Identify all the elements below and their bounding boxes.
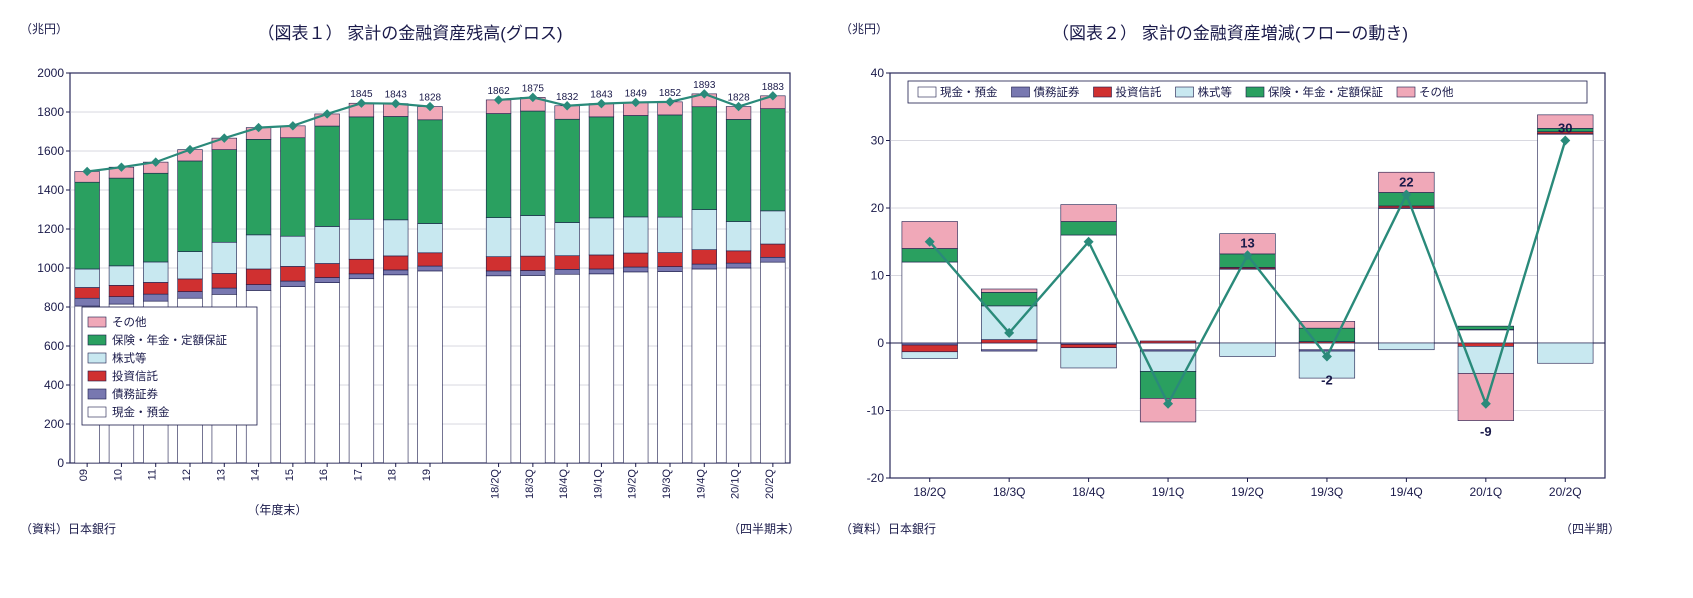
svg-text:18/4Q: 18/4Q bbox=[558, 469, 570, 499]
svg-text:その他: その他 bbox=[1419, 86, 1454, 99]
svg-text:19/2Q: 19/2Q bbox=[1231, 485, 1264, 499]
svg-text:投資信託: 投資信託 bbox=[112, 369, 158, 383]
svg-text:20/2Q: 20/2Q bbox=[764, 469, 776, 499]
svg-text:1883: 1883 bbox=[762, 82, 785, 93]
svg-text:19/1Q: 19/1Q bbox=[592, 469, 604, 499]
chart1-panel: （兆円） （図表１） 家計の金融資産残高(グロス) 02004006008001… bbox=[20, 20, 800, 537]
svg-text:1849: 1849 bbox=[625, 88, 648, 99]
svg-text:-10: -10 bbox=[867, 404, 885, 418]
chart2-title: （図表２） 家計の金融資産増減(フローの動き) bbox=[840, 19, 1620, 44]
svg-text:18/4Q: 18/4Q bbox=[1072, 485, 1105, 499]
svg-text:1843: 1843 bbox=[385, 90, 408, 101]
svg-text:18: 18 bbox=[387, 469, 399, 481]
svg-text:1832: 1832 bbox=[556, 92, 579, 103]
svg-text:09: 09 bbox=[78, 469, 90, 481]
svg-text:19/3Q: 19/3Q bbox=[1311, 485, 1344, 499]
svg-text:11: 11 bbox=[147, 469, 159, 480]
svg-text:20/1Q: 20/1Q bbox=[730, 469, 742, 499]
svg-text:株式等: 株式等 bbox=[112, 351, 147, 365]
svg-text:現金・預金: 現金・預金 bbox=[112, 405, 170, 419]
svg-text:18/2Q: 18/2Q bbox=[490, 469, 502, 499]
svg-text:0: 0 bbox=[877, 336, 884, 350]
svg-text:800: 800 bbox=[44, 300, 64, 314]
svg-text:10: 10 bbox=[112, 469, 124, 481]
svg-text:19/4Q: 19/4Q bbox=[695, 469, 707, 499]
svg-text:1828: 1828 bbox=[727, 93, 750, 104]
svg-text:18/2Q: 18/2Q bbox=[913, 485, 946, 499]
chart2-panel: （兆円） （図表２） 家計の金融資産増減(フローの動き) -20-1001020… bbox=[840, 20, 1620, 537]
svg-text:10: 10 bbox=[871, 269, 885, 283]
svg-text:19/4Q: 19/4Q bbox=[1390, 485, 1423, 499]
svg-text:その他: その他 bbox=[112, 316, 147, 329]
chart1-xunit-right: （四半期末） bbox=[728, 520, 800, 537]
svg-text:1800: 1800 bbox=[37, 105, 64, 119]
svg-text:-20: -20 bbox=[867, 471, 885, 485]
svg-text:1200: 1200 bbox=[37, 222, 64, 236]
svg-text:2000: 2000 bbox=[37, 66, 64, 80]
svg-text:現金・預金: 現金・預金 bbox=[940, 85, 998, 99]
svg-text:1400: 1400 bbox=[37, 183, 64, 197]
svg-text:株式等: 株式等 bbox=[1198, 85, 1233, 99]
chart1-plot: 0 200 400 600 800 1000 1200 1400 1600 1800 2000 09 1… bbox=[20, 48, 800, 518]
svg-text:1893: 1893 bbox=[693, 80, 716, 91]
svg-text:1875: 1875 bbox=[522, 83, 545, 94]
svg-text:600: 600 bbox=[44, 339, 64, 353]
svg-text:22: 22 bbox=[1399, 175, 1413, 190]
svg-text:400: 400 bbox=[44, 378, 64, 392]
svg-text:15: 15 bbox=[284, 469, 296, 481]
chart1-source: （資料）日本銀行 bbox=[20, 520, 116, 537]
svg-text:債務証券: 債務証券 bbox=[112, 387, 158, 401]
svg-text:1845: 1845 bbox=[350, 89, 373, 100]
svg-text:16: 16 bbox=[318, 469, 330, 481]
svg-text:1843: 1843 bbox=[590, 90, 613, 101]
svg-text:-9: -9 bbox=[1480, 424, 1492, 439]
svg-text:19/1Q: 19/1Q bbox=[1152, 485, 1185, 499]
svg-text:0: 0 bbox=[57, 456, 64, 470]
svg-text:14: 14 bbox=[250, 469, 262, 481]
svg-text:20: 20 bbox=[871, 201, 885, 215]
svg-text:19/2Q: 19/2Q bbox=[627, 469, 639, 499]
svg-text:20/2Q: 20/2Q bbox=[1549, 485, 1582, 499]
svg-text:19: 19 bbox=[421, 469, 433, 481]
svg-text:1600: 1600 bbox=[37, 144, 64, 158]
svg-text:債務証券: 債務証券 bbox=[1034, 85, 1080, 99]
svg-text:保険・年金・定額保証: 保険・年金・定額保証 bbox=[1268, 85, 1383, 99]
svg-text:30: 30 bbox=[1558, 121, 1572, 136]
svg-text:1000: 1000 bbox=[37, 261, 64, 275]
svg-text:（年度末）: （年度末） bbox=[247, 502, 307, 517]
svg-text:-2: -2 bbox=[1321, 373, 1333, 388]
svg-text:13: 13 bbox=[1240, 235, 1254, 250]
svg-text:13: 13 bbox=[215, 469, 227, 481]
svg-text:18/3Q: 18/3Q bbox=[524, 469, 536, 499]
svg-text:40: 40 bbox=[871, 66, 885, 80]
chart2-source: （資料）日本銀行 bbox=[840, 520, 936, 537]
svg-text:投資信託: 投資信託 bbox=[1116, 85, 1162, 99]
svg-text:200: 200 bbox=[44, 417, 64, 431]
svg-text:18/3Q: 18/3Q bbox=[993, 485, 1026, 499]
svg-text:30: 30 bbox=[871, 134, 885, 148]
chart1-title: （図表１） 家計の金融資産残高(グロス) bbox=[20, 19, 800, 44]
svg-text:1828: 1828 bbox=[419, 93, 442, 104]
svg-text:保険・年金・定額保証: 保険・年金・定額保証 bbox=[112, 333, 227, 347]
svg-text:12: 12 bbox=[181, 469, 193, 481]
svg-text:1862: 1862 bbox=[487, 86, 510, 97]
chart2-plot: -20 -10 0 10 20 30 40 18/2Q 18/3Q 18/4Q 19/1Q 19/2Q… bbox=[840, 48, 1620, 518]
svg-text:20/1Q: 20/1Q bbox=[1469, 485, 1502, 499]
svg-text:17: 17 bbox=[352, 469, 364, 481]
svg-text:1852: 1852 bbox=[659, 88, 682, 99]
svg-text:19/3Q: 19/3Q bbox=[661, 469, 673, 499]
chart2-xunit: （四半期） bbox=[1560, 520, 1620, 537]
